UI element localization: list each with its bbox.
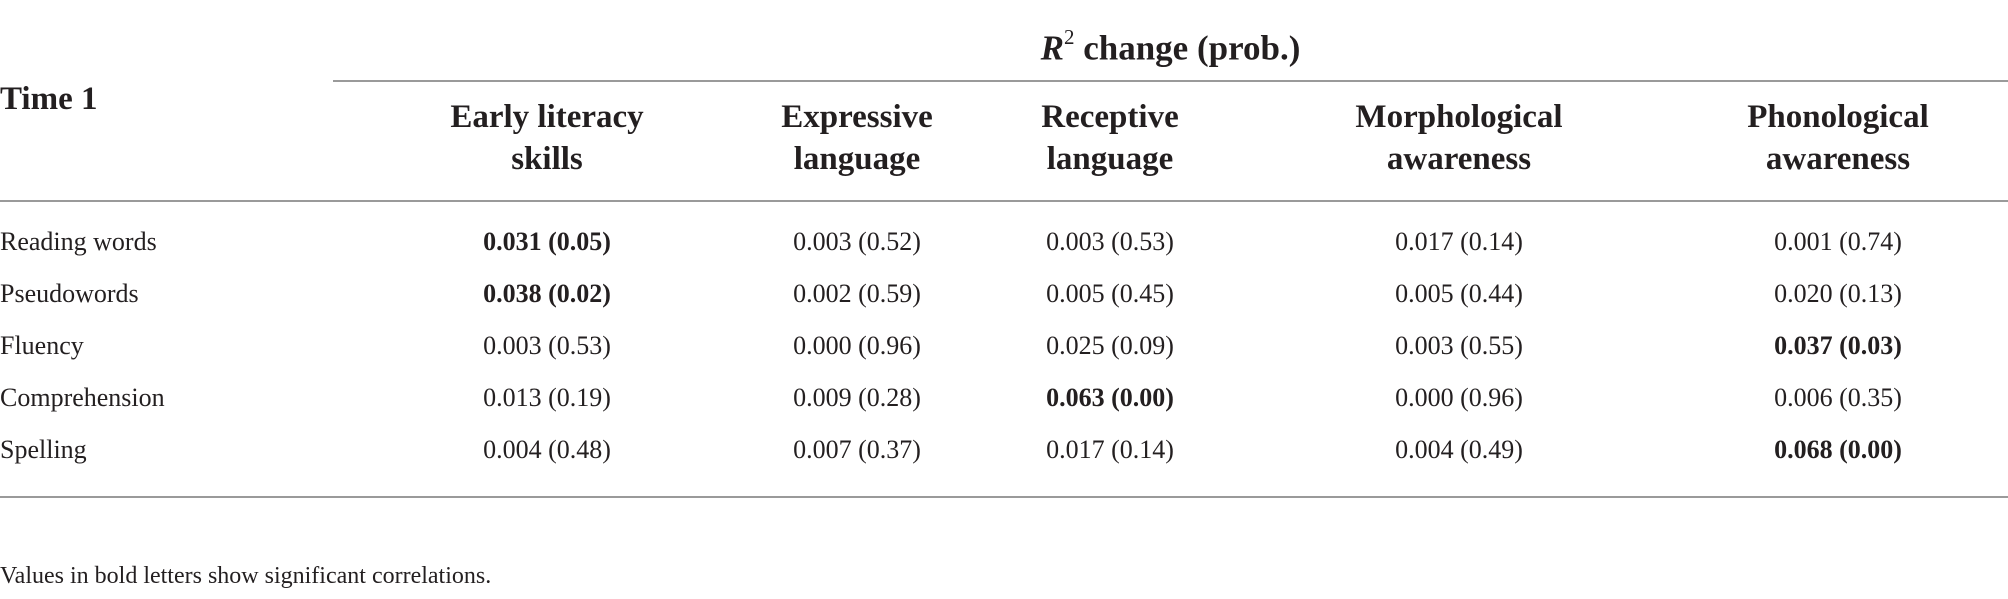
column-header-receptive-language: Receptive language [950,96,1270,180]
table-cell: 0.031 (0.05) [483,227,611,256]
table-row: Pseudowords 0.038 (0.02) 0.002 (0.59) 0.005… [0,274,2008,326]
table-cell: 0.000 (0.96) [1395,383,1523,412]
column-header-line: skills [511,141,583,177]
table-cell: 0.003 (0.53) [1046,227,1174,256]
table-cell: 0.025 (0.09) [1046,331,1174,360]
group-header-r: R [1040,28,1064,68]
table-footnote: Values in bold letters show significant … [0,563,492,589]
column-header-line: Morphological [1355,99,1563,135]
table-cell: 0.013 (0.19) [483,383,611,412]
table-bottom-rule [0,496,2008,498]
row-label: Fluency [0,331,84,360]
column-header-line: Expressive [781,99,933,135]
table-cell: 0.020 (0.13) [1774,279,1902,308]
table-cell: 0.005 (0.44) [1395,279,1523,308]
table-cell: 0.000 (0.96) [793,331,921,360]
group-header: R2 change (prob.) [333,18,2008,71]
row-label: Reading words [0,227,157,256]
table-row: Reading words 0.031 (0.05) 0.003 (0.52) 0.0… [0,222,2008,274]
table-cell: 0.068 (0.00) [1774,435,1902,464]
table-cell: 0.005 (0.45) [1046,279,1174,308]
column-header-early-literacy-skills: Early literacy skills [387,96,707,180]
column-header-morphological-awareness: Morphological awareness [1299,96,1619,180]
table-cell: 0.009 (0.28) [793,383,921,412]
group-header-text: change (prob.) [1074,28,1301,68]
header-body-rule [0,200,2008,202]
table-cell: 0.017 (0.14) [1046,435,1174,464]
column-header-line: language [793,141,921,177]
row-label: Pseudowords [0,279,139,308]
column-header-expressive-language: Expressive language [697,96,1017,180]
table-cell: 0.038 (0.02) [483,279,611,308]
table-cell: 0.004 (0.48) [483,435,611,464]
stub-header: Time 1 [0,81,98,117]
table-cell: 0.063 (0.00) [1046,383,1174,412]
column-header-line: awareness [1386,141,1532,177]
table-cell: 0.017 (0.14) [1395,227,1523,256]
table-cell: 0.007 (0.37) [793,435,921,464]
column-header-line: Receptive [1041,99,1179,135]
column-header-line: Early literacy [450,99,644,135]
table-cell: 0.003 (0.53) [483,331,611,360]
row-label: Spelling [0,435,87,464]
group-header-rule [333,80,2008,82]
group-header-superscript: 2 [1063,25,1075,49]
table-cell: 0.037 (0.03) [1774,331,1902,360]
table-cell: 0.003 (0.55) [1395,331,1523,360]
column-header-line: awareness [1765,141,1911,177]
column-header-phonological-awareness: Phonological awareness [1678,96,1998,180]
table-row: Comprehension 0.013 (0.19) 0.009 (0.28) 0.0… [0,378,2008,430]
row-label: Comprehension [0,383,165,412]
table-row: Fluency 0.003 (0.53) 0.000 (0.96) 0.025 (0.… [0,326,2008,378]
table-cell: 0.006 (0.35) [1774,383,1902,412]
table-row: Spelling 0.004 (0.48) 0.007 (0.37) 0.017 (0… [0,430,2008,482]
table-cell: 0.001 (0.74) [1774,227,1902,256]
table-cell: 0.002 (0.59) [793,279,921,308]
table-cell: 0.004 (0.49) [1395,435,1523,464]
table-cell: 0.003 (0.52) [793,227,921,256]
column-header-line: language [1046,141,1174,177]
column-header-line: Phonological [1747,99,1929,135]
